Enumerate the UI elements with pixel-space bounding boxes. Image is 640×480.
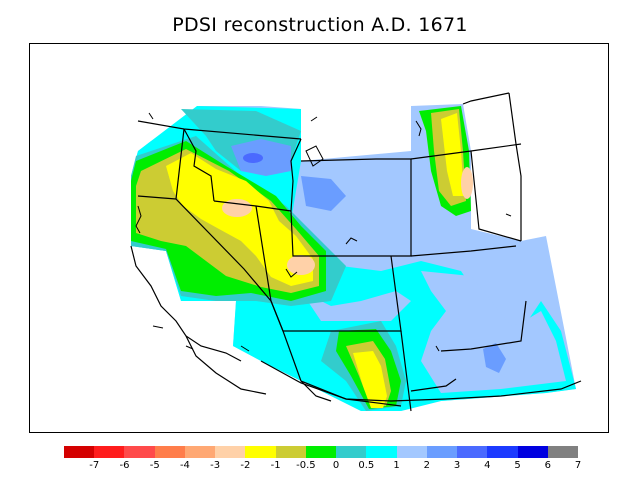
lake-2 bbox=[435, 345, 440, 352]
north-dakota-border bbox=[508, 92, 522, 241]
legend-tick-label: -7 bbox=[89, 460, 100, 471]
puget-sound bbox=[135, 205, 142, 234]
arizona-south bbox=[282, 330, 402, 407]
legend-tick-label: 6 bbox=[544, 460, 551, 471]
legend-swatch bbox=[245, 446, 276, 458]
legend-color-bar bbox=[64, 446, 578, 458]
legend-swatch bbox=[336, 446, 367, 458]
legend-tick-label: 3 bbox=[453, 460, 461, 471]
field-wet-very-strong bbox=[243, 153, 263, 163]
legend-swatch bbox=[124, 446, 155, 458]
field-wet-strong-2 bbox=[301, 176, 346, 211]
legend-tick-label: 4 bbox=[484, 460, 491, 471]
colorado-kansas bbox=[410, 245, 517, 257]
legend-tick-label: 0.5 bbox=[358, 460, 375, 471]
legend-tick-label: -5 bbox=[149, 460, 160, 471]
utah-east-border bbox=[290, 210, 346, 257]
island-3 bbox=[415, 120, 422, 137]
channel-islands bbox=[152, 325, 250, 352]
legend-swatch bbox=[275, 446, 306, 458]
idaho-west-border bbox=[183, 128, 215, 202]
coast-islands bbox=[135, 112, 512, 352]
legend-tick-label: 2 bbox=[423, 460, 430, 471]
legend-tick-label: 5 bbox=[514, 460, 521, 471]
field-wet-moderate-south bbox=[301, 291, 411, 321]
lake-1 bbox=[505, 213, 512, 217]
island-2 bbox=[310, 116, 318, 122]
idaho-montana-border bbox=[290, 138, 302, 212]
state-borders bbox=[130, 92, 582, 412]
oregon-california-border bbox=[137, 195, 177, 200]
legend-swatch bbox=[487, 446, 518, 458]
field-dry-moderate-2 bbox=[287, 255, 315, 275]
california-coast bbox=[130, 245, 242, 362]
map-frame bbox=[29, 43, 609, 433]
legend-swatch bbox=[184, 446, 216, 458]
field-dry-mild-3 bbox=[353, 351, 387, 408]
legend-tick-label: 7 bbox=[574, 460, 582, 471]
field-dry-moderate-3 bbox=[461, 167, 473, 199]
legend-swatch bbox=[396, 446, 427, 458]
southern-boundary bbox=[445, 380, 582, 400]
lake-powell bbox=[285, 268, 298, 278]
canada-border-east bbox=[462, 92, 510, 105]
legend-tick-label: -4 bbox=[179, 460, 190, 471]
field-wet-strong-3 bbox=[483, 343, 506, 373]
legend-swatch bbox=[366, 446, 397, 458]
legend-tick-label: -1 bbox=[270, 460, 281, 471]
legend-swatch bbox=[426, 446, 458, 458]
island-1 bbox=[148, 112, 154, 120]
lake-mead bbox=[345, 237, 358, 245]
texas-nm bbox=[410, 378, 457, 392]
legend-swatch bbox=[154, 446, 185, 458]
legend-tick-label: 0 bbox=[332, 460, 340, 471]
great-salt-lake bbox=[305, 145, 324, 167]
legend-tick-label: 1 bbox=[393, 460, 400, 471]
map-title: PDSI reconstruction A.D. 1671 bbox=[172, 14, 468, 36]
legend-swatch bbox=[94, 446, 125, 458]
legend-tick-label: -2 bbox=[240, 460, 251, 471]
legend-swatch bbox=[457, 446, 488, 458]
new-mexico-east bbox=[400, 330, 412, 412]
legend-labels: -7 -6 -5 -4 -3 -2 -1 -0.5 0 0.5 1 2 3 4 5 6 7 bbox=[0, 460, 640, 474]
dakota-line bbox=[470, 150, 522, 242]
field-wet-moderate-east bbox=[421, 271, 566, 393]
legend-tick-label: -6 bbox=[119, 460, 130, 471]
nevada-utah-border bbox=[255, 205, 272, 302]
legend-swatch bbox=[305, 446, 337, 458]
field-dry-mild bbox=[166, 153, 313, 286]
legend-swatch bbox=[547, 446, 578, 458]
mexico-border bbox=[260, 360, 447, 402]
field-dry-mild-2 bbox=[441, 113, 464, 196]
legend-swatch bbox=[215, 446, 246, 458]
pdsi-map bbox=[130, 92, 582, 412]
legend-swatch bbox=[64, 446, 95, 458]
field-dry-moderate bbox=[222, 199, 252, 217]
legend-swatch bbox=[517, 446, 548, 458]
legend-tick-label: -0.5 bbox=[296, 460, 316, 471]
gulf-of-california bbox=[300, 380, 332, 402]
oklahoma-texas bbox=[440, 300, 527, 352]
legend-tick-label: -3 bbox=[210, 460, 221, 471]
